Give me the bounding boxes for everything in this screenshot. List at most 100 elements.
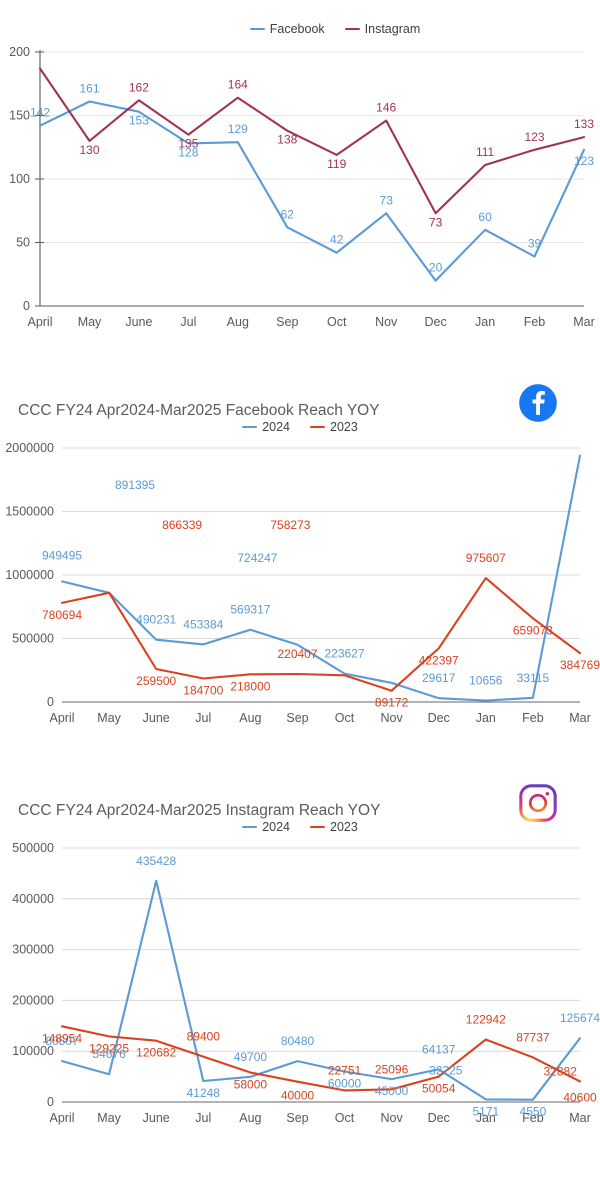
svg-text:500000: 500000 xyxy=(12,841,54,855)
svg-text:73: 73 xyxy=(429,215,443,229)
svg-text:Oct: Oct xyxy=(327,315,347,329)
svg-text:May: May xyxy=(97,1111,121,1125)
svg-text:184700: 184700 xyxy=(183,684,223,698)
svg-text:133: 133 xyxy=(574,117,594,131)
svg-text:Jul: Jul xyxy=(180,315,196,329)
svg-text:87737: 87737 xyxy=(516,1030,550,1044)
svg-text:60000: 60000 xyxy=(328,1077,362,1091)
svg-text:490231: 490231 xyxy=(136,613,176,627)
svg-text:June: June xyxy=(125,315,152,329)
svg-text:Dec: Dec xyxy=(428,1111,450,1125)
svg-text:220407: 220407 xyxy=(277,647,317,661)
svg-text:Sep: Sep xyxy=(276,315,298,329)
svg-text:120682: 120682 xyxy=(136,1046,176,1060)
svg-text:May: May xyxy=(78,315,102,329)
svg-text:129225: 129225 xyxy=(89,1041,129,1055)
svg-text:0: 0 xyxy=(47,695,54,709)
svg-text:300000: 300000 xyxy=(12,943,54,957)
svg-text:April: April xyxy=(49,711,74,725)
svg-text:0: 0 xyxy=(23,299,30,313)
svg-text:Nov: Nov xyxy=(375,315,398,329)
svg-text:111: 111 xyxy=(476,145,495,159)
svg-text:25096: 25096 xyxy=(375,1062,409,1076)
svg-text:Feb: Feb xyxy=(522,711,544,725)
svg-text:64137: 64137 xyxy=(422,1042,456,1056)
svg-text:32882: 32882 xyxy=(544,1064,578,1078)
svg-text:42: 42 xyxy=(330,233,344,247)
svg-text:58000: 58000 xyxy=(234,1078,268,1092)
svg-text:148954: 148954 xyxy=(42,1031,82,1045)
svg-text:Jan: Jan xyxy=(476,711,496,725)
svg-text:138: 138 xyxy=(277,133,297,147)
svg-text:80480: 80480 xyxy=(281,1034,315,1048)
svg-text:119: 119 xyxy=(327,157,346,171)
svg-text:453384: 453384 xyxy=(183,617,223,631)
svg-text:Jan: Jan xyxy=(475,315,495,329)
svg-text:569317: 569317 xyxy=(230,603,270,617)
svg-text:89400: 89400 xyxy=(187,1030,221,1044)
svg-text:5171: 5171 xyxy=(472,1104,499,1118)
svg-text:780694: 780694 xyxy=(42,608,82,622)
svg-text:April: April xyxy=(49,1111,74,1125)
svg-text:125674: 125674 xyxy=(560,1011,600,1025)
svg-text:29617: 29617 xyxy=(422,671,456,685)
svg-text:50: 50 xyxy=(16,236,30,250)
svg-text:142: 142 xyxy=(30,106,50,120)
svg-text:724247: 724247 xyxy=(237,551,277,565)
svg-text:758273: 758273 xyxy=(270,518,310,532)
svg-text:Aug: Aug xyxy=(239,1111,261,1125)
svg-text:122942: 122942 xyxy=(466,1013,506,1027)
svg-text:50054: 50054 xyxy=(422,1082,456,1096)
svg-text:164: 164 xyxy=(228,78,248,92)
svg-text:Dec: Dec xyxy=(424,315,446,329)
svg-text:45000: 45000 xyxy=(375,1084,409,1098)
svg-text:123: 123 xyxy=(574,154,594,168)
svg-text:May: May xyxy=(97,711,121,725)
svg-text:33115: 33115 xyxy=(517,671,550,685)
svg-text:949495: 949495 xyxy=(42,548,82,562)
svg-text:1500000: 1500000 xyxy=(5,505,54,519)
svg-text:200: 200 xyxy=(9,45,30,59)
svg-text:100: 100 xyxy=(9,172,30,186)
svg-text:0: 0 xyxy=(47,1095,54,1109)
svg-text:10656: 10656 xyxy=(469,674,503,688)
svg-text:2000000: 2000000 xyxy=(5,441,54,455)
svg-text:32225: 32225 xyxy=(429,1064,463,1078)
svg-text:Dec: Dec xyxy=(428,711,450,725)
svg-text:129: 129 xyxy=(228,122,248,136)
svg-text:Mar: Mar xyxy=(573,315,595,329)
svg-text:62: 62 xyxy=(281,207,295,221)
svg-text:Nov: Nov xyxy=(380,711,403,725)
svg-text:259500: 259500 xyxy=(136,674,176,688)
svg-text:Aug: Aug xyxy=(227,315,249,329)
svg-text:40600: 40600 xyxy=(563,1090,597,1104)
svg-text:April: April xyxy=(27,315,52,329)
svg-text:200000: 200000 xyxy=(12,993,54,1007)
svg-text:Aug: Aug xyxy=(239,711,261,725)
svg-text:73: 73 xyxy=(380,193,394,207)
svg-text:500000: 500000 xyxy=(12,632,54,646)
svg-text:218000: 218000 xyxy=(230,679,270,693)
svg-text:975607: 975607 xyxy=(466,551,506,565)
svg-text:162: 162 xyxy=(129,80,149,94)
svg-text:Mar: Mar xyxy=(569,1111,591,1125)
svg-text:223627: 223627 xyxy=(324,647,364,661)
svg-text:123: 123 xyxy=(524,130,544,144)
svg-text:659073: 659073 xyxy=(513,623,553,637)
svg-text:146: 146 xyxy=(376,101,396,115)
svg-text:4550: 4550 xyxy=(520,1105,547,1119)
svg-text:Sep: Sep xyxy=(286,1111,308,1125)
svg-text:891395: 891395 xyxy=(115,478,155,492)
svg-text:135: 135 xyxy=(178,137,198,151)
svg-text:Mar: Mar xyxy=(569,711,591,725)
svg-text:Jul: Jul xyxy=(195,711,211,725)
svg-text:Jul: Jul xyxy=(195,1111,211,1125)
svg-text:40000: 40000 xyxy=(281,1089,315,1103)
svg-text:384769: 384769 xyxy=(560,658,600,672)
svg-text:June: June xyxy=(143,711,170,725)
svg-text:June: June xyxy=(143,1111,170,1125)
svg-text:435428: 435428 xyxy=(136,854,176,868)
svg-text:400000: 400000 xyxy=(12,892,54,906)
svg-text:150: 150 xyxy=(9,109,30,123)
svg-text:41248: 41248 xyxy=(187,1086,221,1100)
